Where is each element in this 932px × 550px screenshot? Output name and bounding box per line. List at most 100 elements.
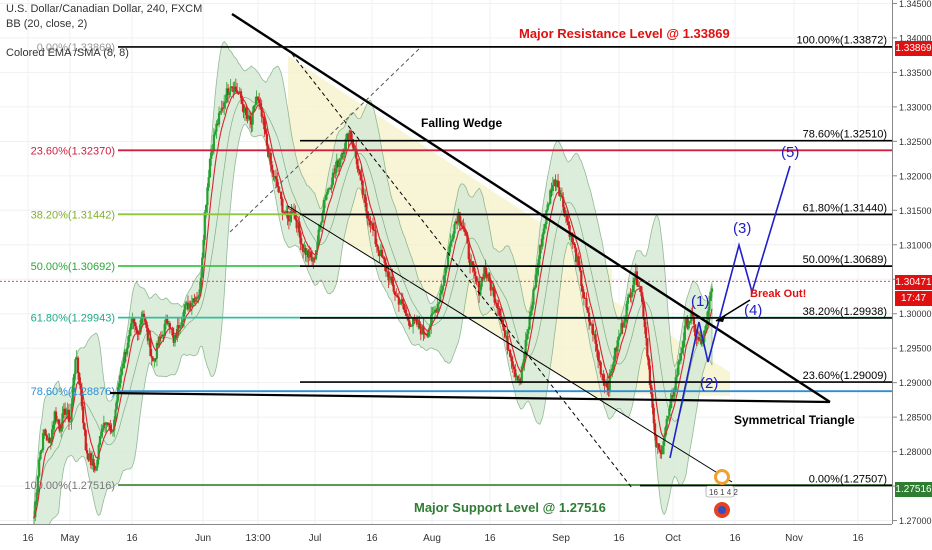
fib-right-label: 50.00%(1.30689) <box>803 254 887 266</box>
candle-body <box>617 336 620 341</box>
candle-body <box>214 131 217 135</box>
candle-body <box>60 428 63 432</box>
candle-body <box>154 358 157 360</box>
candle-body <box>551 185 554 192</box>
candle-body <box>146 328 149 341</box>
indicator-ema-label[interactable]: Colored EMA /SMA (8, 8) <box>6 47 129 59</box>
candle-body <box>555 180 558 187</box>
candle-body <box>251 111 254 125</box>
candle-body <box>241 98 244 105</box>
candle-body <box>484 267 487 274</box>
candle-body <box>135 326 138 331</box>
x-tick-label: 16 <box>613 533 625 544</box>
x-tick-label: 16 <box>729 533 741 544</box>
candle-body <box>375 244 378 247</box>
fib-right-label: 38.20%(1.29938) <box>803 306 887 318</box>
candle-body <box>285 211 288 215</box>
candle-body <box>461 225 464 227</box>
y-tick-label: 1.32500 <box>899 137 932 147</box>
candle-body <box>556 180 560 188</box>
candle-body <box>428 325 432 330</box>
candle-body <box>501 320 504 325</box>
candle-body <box>73 374 76 386</box>
candle-body <box>648 365 651 386</box>
candle-body <box>127 336 130 348</box>
candle-body <box>208 158 212 178</box>
candle-body <box>71 385 74 404</box>
candle-body <box>295 219 298 229</box>
candle-body <box>635 271 639 286</box>
candle-body <box>383 258 386 263</box>
candle-body <box>78 372 81 385</box>
candle-body <box>434 309 437 313</box>
candle-body <box>387 271 390 281</box>
candle-body <box>644 327 648 339</box>
candle-body <box>490 287 494 291</box>
candle-body <box>273 176 276 178</box>
candle-body <box>432 312 435 314</box>
candle-body <box>184 304 187 310</box>
candle-body <box>98 435 102 445</box>
x-tick-label: May <box>61 533 80 544</box>
candle-body <box>400 299 403 304</box>
candle-body <box>65 413 68 415</box>
candle-body <box>221 107 225 109</box>
candle-body <box>202 239 205 258</box>
candle-body <box>331 172 334 185</box>
candle-body <box>483 267 486 280</box>
candle-body <box>409 325 412 327</box>
candle-body <box>153 358 156 361</box>
candle-body <box>320 222 323 225</box>
event-logo-icon[interactable]: 16 1 4 2 <box>705 469 738 518</box>
candle-body <box>519 378 522 382</box>
wave-1-label: (1) <box>691 293 709 310</box>
candle-body <box>364 194 367 204</box>
x-tick-label: 16 <box>484 533 496 544</box>
candle-body <box>175 334 178 338</box>
candle-body <box>326 189 329 195</box>
fib-right-label: 0.00%(1.27507) <box>809 474 887 486</box>
support-label: Major Support Level @ 1.27516 <box>414 500 606 515</box>
candle-body <box>675 374 679 378</box>
candle-body <box>32 517 36 519</box>
candle-body <box>672 395 675 397</box>
x-tick-label: Nov <box>785 533 803 544</box>
candle-body <box>204 205 208 213</box>
candle-body <box>475 276 478 282</box>
fib-right-label: 78.60%(1.32510) <box>803 129 887 141</box>
wave-3-label: (3) <box>733 220 751 237</box>
symmetrical-triangle-label: Symmetrical Triangle <box>734 413 855 427</box>
falling-wedge-upper-line[interactable] <box>231 12 831 404</box>
triangle-lower-line[interactable] <box>109 391 831 404</box>
candle-body <box>69 421 72 423</box>
indicator-bb-label[interactable]: BB (20, close, 2) <box>6 18 88 30</box>
candle-body <box>166 319 169 324</box>
candle-body <box>56 419 59 422</box>
candle-body <box>415 318 419 325</box>
candle-body <box>66 409 69 414</box>
candle-body <box>289 211 292 222</box>
candle-body <box>114 409 117 420</box>
y-axis-ticks: 1.34500 1.34000 1.33500 1.33000 1.32500 1.320… <box>892 0 932 526</box>
candle-body <box>397 297 400 305</box>
candle-body <box>252 105 256 112</box>
candle-body <box>382 257 385 259</box>
candle-body <box>399 303 402 305</box>
candle-body <box>245 107 248 116</box>
candle-body <box>242 104 245 113</box>
candle-body <box>57 419 60 425</box>
candle-body <box>642 301 645 319</box>
candle-body <box>186 302 190 310</box>
candle-body <box>443 275 446 286</box>
candle-body <box>343 149 346 155</box>
candle-body <box>74 359 77 375</box>
candle-body <box>131 318 134 324</box>
candle-body <box>194 297 197 302</box>
candle-body <box>575 248 578 262</box>
candle-body <box>554 179 557 187</box>
candle-body <box>261 116 265 119</box>
candle-body <box>503 330 507 338</box>
candle-body <box>581 286 584 293</box>
candle-body <box>250 120 253 125</box>
